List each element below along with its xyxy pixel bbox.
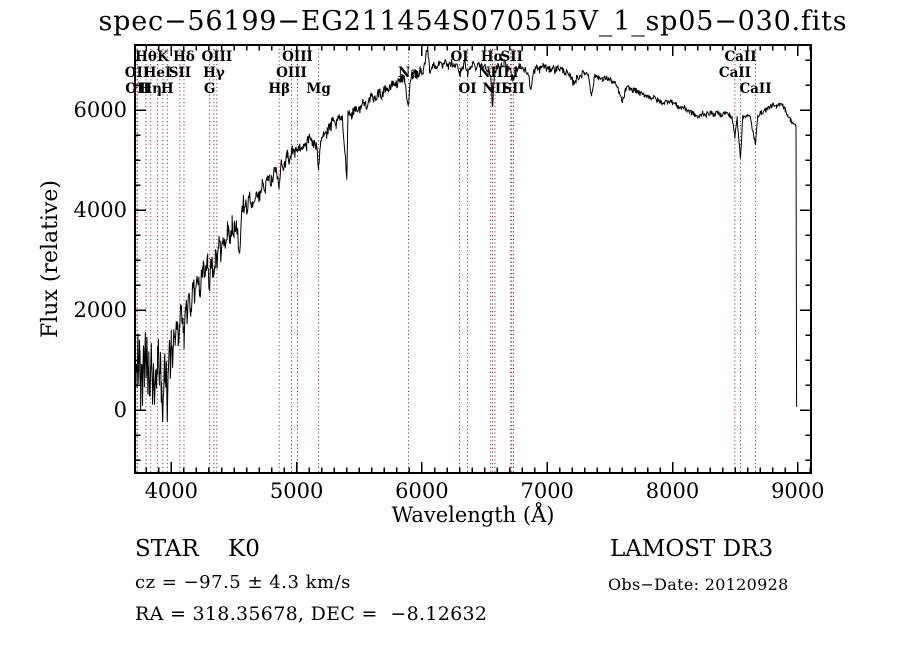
x-axis-tick-label: 8000 (646, 479, 699, 503)
spectral-line-label: OI (450, 49, 468, 65)
x-axis-tick-label: 6000 (395, 479, 448, 503)
spectral-line-label: Mg (306, 81, 331, 97)
spectral-line-label: G (204, 81, 216, 97)
y-axis-tick-label: 6000 (74, 98, 127, 122)
x-axis-tick-label: 4000 (145, 479, 198, 503)
y-axis-tick-label: 2000 (74, 298, 127, 322)
spectral-line-label: OIII (201, 49, 232, 65)
spectral-line-label: Hδ (173, 49, 195, 65)
coordinates-label: RA = 318.35678, DEC = −8.12632 (135, 603, 488, 625)
spectral-line-label: Hβ (268, 81, 290, 97)
spectral-line-label: NII (483, 81, 508, 97)
y-axis-tick-label: 0 (114, 398, 127, 422)
spectral-line-label: CaII (739, 81, 771, 97)
x-axis-tick-label: 9000 (771, 479, 824, 503)
spectral-line-label: OII (125, 81, 149, 97)
spectral-line-label: Li (503, 65, 518, 81)
spectral-line-label: CaII (724, 49, 756, 65)
spectral-line-label: CaII (719, 65, 751, 81)
y-axis-title: Flux (relative) (38, 180, 63, 338)
spectral-line-label: Hθ (135, 49, 157, 65)
spectral-line-label: Hα (481, 49, 505, 65)
x-axis-title: Wavelength (Å) (392, 502, 555, 527)
plot-frame (134, 44, 812, 474)
spectral-line-label: H (161, 81, 174, 97)
spectral-line-label: OII (125, 65, 149, 81)
spectral-line-label: K (157, 49, 170, 65)
spectrum-trace (135, 45, 798, 423)
obs-date-label: Obs−Date: 20120928 (608, 575, 789, 594)
spectral-line-label: SII (169, 65, 191, 81)
spectral-line-label: OIII (276, 65, 307, 81)
spectral-line-label: OI (458, 81, 476, 97)
spectral-line-label: HeI (144, 65, 172, 81)
classification-label: STAR K0 (135, 536, 260, 562)
spectral-line-label: Na (398, 65, 419, 81)
spectral-line-markers (136, 45, 756, 473)
spectral-line-label: SII (502, 81, 524, 97)
x-axis-tick-label: 5000 (270, 479, 323, 503)
spectral-line-label: OIII (282, 49, 313, 65)
survey-label: LAMOST DR3 (610, 536, 774, 562)
spectral-line-label: SII (501, 49, 523, 65)
axis-ticks (135, 45, 812, 473)
y-axis-tick-label: 4000 (74, 198, 127, 222)
spectral-line-label: NII (478, 65, 503, 81)
radial-velocity-label: cz = −97.5 ± 4.3 km/s (135, 572, 351, 593)
plot-title: spec−56199−EG211454S070515V_1_sp05−030.f… (98, 6, 848, 37)
spectral-line-label: Hη (139, 81, 162, 97)
x-axis-tick-label: 7000 (520, 479, 573, 503)
spectral-line-label: Hγ (203, 65, 225, 81)
